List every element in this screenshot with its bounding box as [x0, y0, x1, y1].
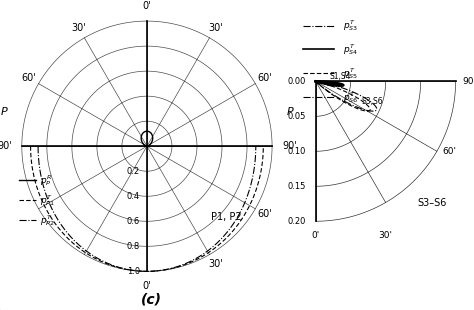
Text: 60': 60' [21, 73, 36, 83]
Text: $p_{S5}^T$: $p_{S5}^T$ [343, 66, 358, 81]
Text: 30': 30' [208, 23, 223, 33]
Text: S3–S6: S3–S6 [417, 198, 447, 208]
Text: 30': 30' [208, 259, 223, 269]
Text: 0.00: 0.00 [287, 77, 305, 86]
Text: 0': 0' [143, 1, 151, 11]
Text: $p_{P1}^T$: $p_{P1}^T$ [40, 193, 55, 208]
Text: 0.8: 0.8 [127, 242, 140, 251]
Text: P: P [1, 107, 8, 117]
Text: 1.0: 1.0 [127, 267, 140, 276]
Text: $p_{S3}^T$: $p_{S3}^T$ [343, 18, 358, 33]
Text: S3,S6: S3,S6 [362, 97, 383, 106]
Text: 90': 90' [0, 141, 12, 151]
Text: $p_{S6}^T$: $p_{S6}^T$ [343, 90, 358, 105]
Text: $p_{P2}^T$: $p_{P2}^T$ [40, 213, 55, 228]
Text: 0.10: 0.10 [287, 147, 305, 156]
Text: P1, P2: P1, P2 [211, 212, 242, 222]
Text: $p_P^R$: $p_P^R$ [40, 173, 52, 188]
Text: 60': 60' [442, 147, 456, 156]
Text: 0.15: 0.15 [287, 182, 305, 191]
Text: 30': 30' [379, 232, 392, 241]
Text: S1,S4: S1,S4 [329, 73, 351, 82]
Text: 0.05: 0.05 [287, 112, 305, 121]
Text: P: P [286, 107, 293, 117]
Text: 90': 90' [463, 77, 474, 86]
Text: 60': 60' [258, 210, 273, 219]
Text: 60': 60' [258, 73, 273, 83]
Text: $p_{S4}^T$: $p_{S4}^T$ [343, 42, 358, 57]
Text: 0': 0' [311, 232, 320, 241]
Text: 90': 90' [282, 141, 297, 151]
Text: (c): (c) [141, 293, 162, 307]
Text: 0.2: 0.2 [127, 167, 140, 176]
Text: 0': 0' [143, 281, 151, 291]
Text: 0.4: 0.4 [127, 192, 140, 201]
Text: 0.6: 0.6 [127, 217, 140, 226]
Text: 30': 30' [71, 23, 86, 33]
Text: 0.20: 0.20 [287, 217, 305, 226]
